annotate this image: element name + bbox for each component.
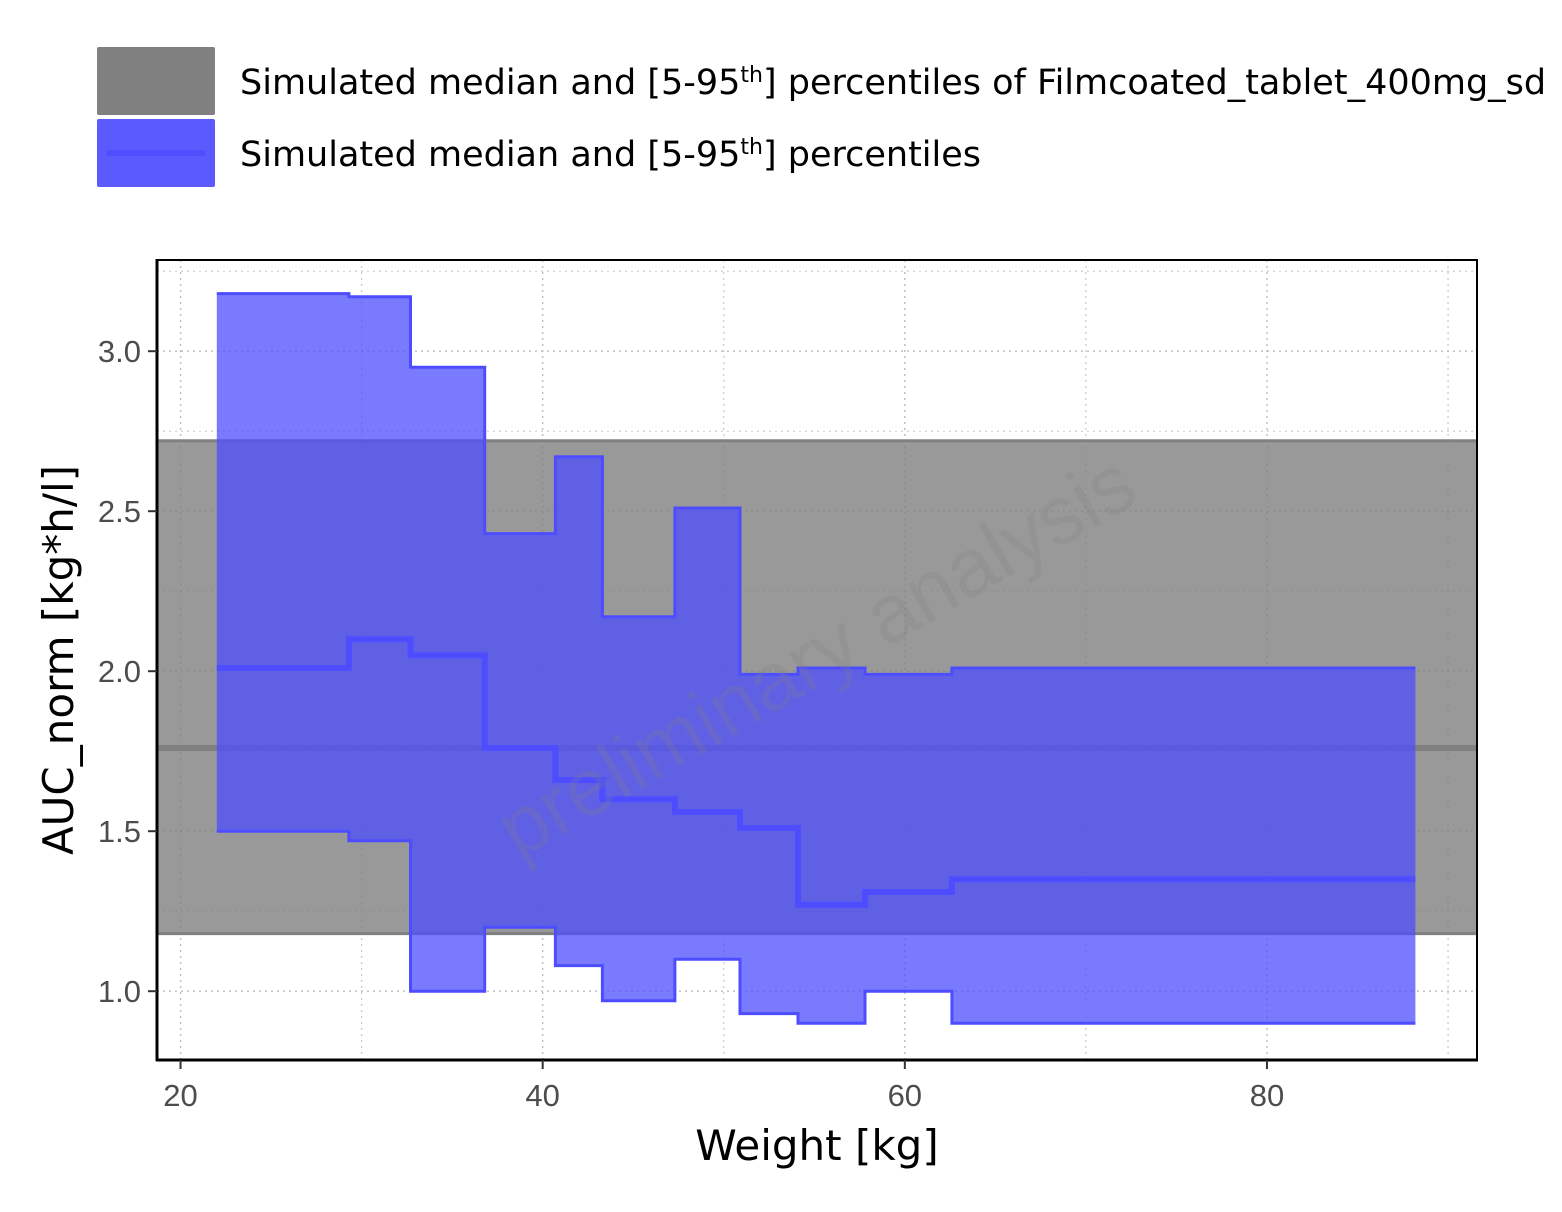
y-tick-label: 2.5 — [98, 494, 141, 529]
x-axis-title: Weight [kg] — [695, 1121, 938, 1170]
x-tick-label: 80 — [1250, 1078, 1284, 1113]
y-tick-label: 1.0 — [98, 974, 141, 1009]
legend-item-reference: Simulated median and [5-95th] percentile… — [97, 47, 1546, 115]
y-tick-label: 1.5 — [98, 814, 141, 849]
x-tick-label: 20 — [163, 1078, 197, 1113]
legend-label-reference-sup: th — [740, 63, 763, 88]
legend: Simulated median and [5-95th] percentile… — [97, 47, 1546, 187]
y-axis-ticks: 1.0 1.5 2.0 2.5 3.0 — [98, 334, 157, 1009]
legend-label-reference: Simulated median and [5-95th] percentile… — [240, 63, 1546, 103]
series-p95-line — [216, 292, 1416, 676]
legend-label-simulated: Simulated median and [5-95th] percentile… — [240, 135, 981, 175]
x-tick-label: 40 — [525, 1078, 559, 1113]
legend-label-simulated-sup: th — [740, 135, 763, 160]
series-p05-line — [216, 829, 1416, 1025]
legend-label-reference-suffix: ] percentiles of Filmcoated_tablet_400mg… — [763, 63, 1546, 103]
legend-label-simulated-prefix: Simulated median and [5-95 — [240, 135, 740, 175]
legend-label-simulated-suffix: ] percentiles — [763, 135, 981, 175]
series-median-line — [216, 636, 1416, 908]
y-tick-label: 2.0 — [98, 654, 141, 689]
simulated-series — [216, 292, 1416, 1025]
legend-item-simulated: Simulated median and [5-95th] percentile… — [97, 119, 981, 187]
series-percentile-band — [216, 293, 1416, 1024]
y-axis-title: AUC_norm [kg*h/l] — [34, 465, 83, 855]
legend-label-reference-prefix: Simulated median and [5-95 — [240, 63, 740, 103]
y-tick-label: 3.0 — [98, 334, 141, 369]
x-axis-ticks: 20 40 60 80 — [163, 1060, 1284, 1113]
x-tick-label: 60 — [888, 1078, 922, 1113]
